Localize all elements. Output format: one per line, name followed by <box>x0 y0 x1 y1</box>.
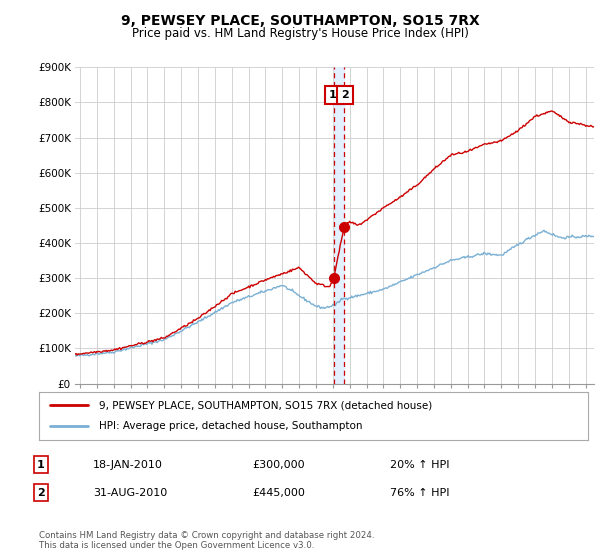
Text: Contains HM Land Registry data © Crown copyright and database right 2024.
This d: Contains HM Land Registry data © Crown c… <box>39 530 374 550</box>
Text: HPI: Average price, detached house, Southampton: HPI: Average price, detached house, Sout… <box>100 421 363 431</box>
Text: Price paid vs. HM Land Registry's House Price Index (HPI): Price paid vs. HM Land Registry's House … <box>131 27 469 40</box>
Text: 1: 1 <box>37 460 44 470</box>
Text: 1: 1 <box>329 90 337 100</box>
Text: 31-AUG-2010: 31-AUG-2010 <box>93 488 167 498</box>
Bar <box>334 67 344 384</box>
Text: 76% ↑ HPI: 76% ↑ HPI <box>390 488 449 498</box>
Text: 9, PEWSEY PLACE, SOUTHAMPTON, SO15 7RX: 9, PEWSEY PLACE, SOUTHAMPTON, SO15 7RX <box>121 14 479 28</box>
Text: 9, PEWSEY PLACE, SOUTHAMPTON, SO15 7RX (detached house): 9, PEWSEY PLACE, SOUTHAMPTON, SO15 7RX (… <box>100 400 433 410</box>
Text: 2: 2 <box>37 488 44 498</box>
Text: 18-JAN-2010: 18-JAN-2010 <box>93 460 163 470</box>
Text: £445,000: £445,000 <box>252 488 305 498</box>
Text: £300,000: £300,000 <box>252 460 305 470</box>
Text: 2: 2 <box>341 90 349 100</box>
Text: 20% ↑ HPI: 20% ↑ HPI <box>390 460 449 470</box>
